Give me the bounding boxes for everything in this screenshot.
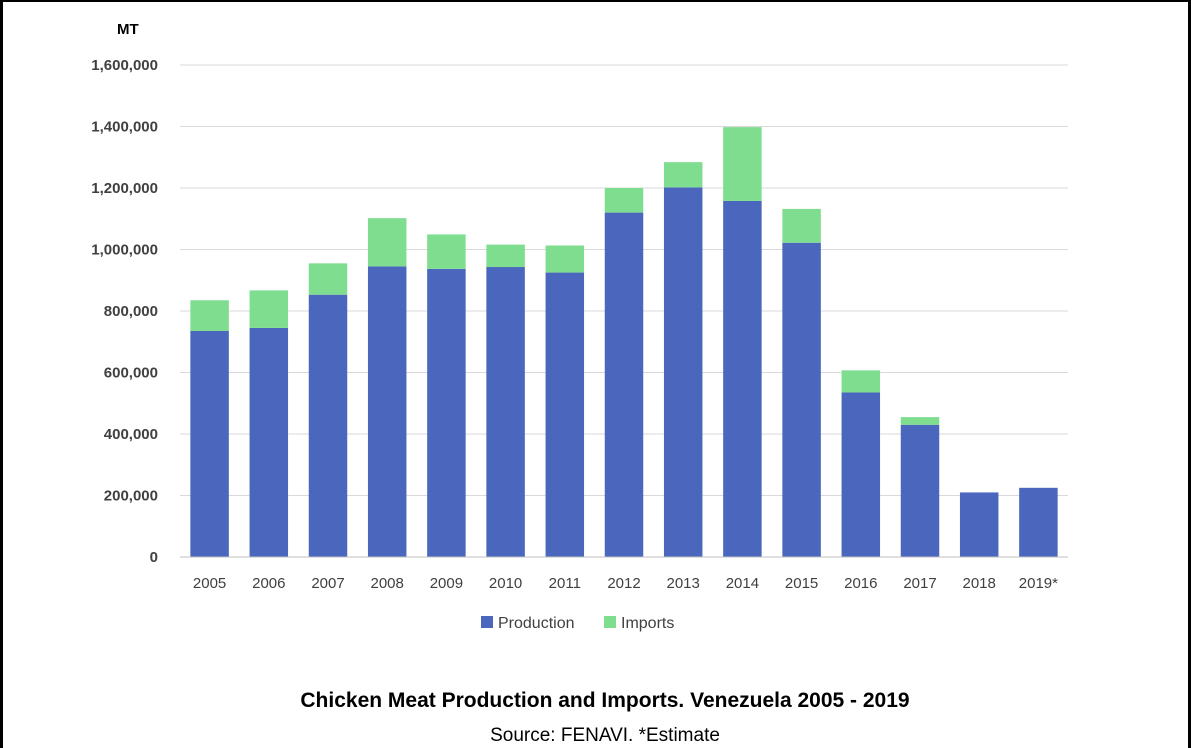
y-tick-label: 800,000 <box>104 303 158 320</box>
bars <box>190 127 1058 558</box>
x-tick-label: 2013 <box>667 575 700 592</box>
x-tick-label: 2008 <box>371 575 404 592</box>
legend-swatch-imports <box>604 616 616 628</box>
bar-imports-2009 <box>427 234 466 269</box>
bar-production-2009 <box>427 268 466 557</box>
bar-imports-2011 <box>545 245 585 273</box>
bar-production-2014 <box>723 200 762 558</box>
bar-production-2015 <box>782 242 821 558</box>
x-tick-label: 2017 <box>903 575 936 592</box>
y-tick-label: 1,400,000 <box>91 119 158 136</box>
y-axis-unit-label: MT <box>117 21 139 38</box>
x-tick-label: 2012 <box>607 575 640 592</box>
bar-production-2017 <box>900 424 940 557</box>
x-tick-label: 2014 <box>726 575 759 592</box>
x-tick-label: 2016 <box>844 575 877 592</box>
x-tick-label: 2011 <box>549 575 581 592</box>
y-tick-label: 400,000 <box>104 426 158 443</box>
x-tick-label: 2005 <box>193 575 226 592</box>
bar-imports-2006 <box>249 290 289 328</box>
bar-imports-2014 <box>723 127 762 201</box>
y-tick-label: 1,600,000 <box>91 57 158 74</box>
x-tick-label: 2009 <box>430 575 463 592</box>
legend-swatch-production <box>481 616 493 628</box>
y-tick-label: 200,000 <box>104 488 158 505</box>
bar-production-2018 <box>959 492 999 557</box>
chart-subtitle: Source: FENAVI. *Estimate <box>490 725 720 746</box>
legend: Production Imports <box>481 615 674 632</box>
bar-imports-2008 <box>367 218 407 267</box>
bar-production-2005 <box>190 330 229 557</box>
bar-production-2019 <box>1019 487 1058 557</box>
bar-imports-2005 <box>190 300 229 331</box>
x-tick-label: 2019* <box>1019 575 1058 592</box>
bar-imports-2012 <box>604 188 644 213</box>
x-tick-label: 2010 <box>489 575 522 592</box>
bar-production-2007 <box>308 294 348 557</box>
bar-imports-2013 <box>663 162 703 188</box>
x-tick-label: 2007 <box>311 575 344 592</box>
bar-production-2013 <box>663 187 703 557</box>
x-tick-label: 2018 <box>963 575 996 592</box>
y-tick-label: 600,000 <box>104 365 158 382</box>
bar-imports-2016 <box>841 370 881 393</box>
bar-imports-2015 <box>782 208 821 243</box>
axes: 0 200,000 400,000 600,000 800,000 1,000,000 1,… <box>91 57 1068 592</box>
bar-production-2006 <box>249 327 289 557</box>
chart-title: Chicken Meat Production and Imports. Ven… <box>300 689 909 712</box>
x-tick-label: 2006 <box>252 575 285 592</box>
bar-production-2016 <box>841 392 881 557</box>
bar-imports-2007 <box>308 263 348 295</box>
bar-production-2011 <box>545 272 585 557</box>
legend-label-imports: Imports <box>621 615 674 632</box>
bar-imports-2010 <box>486 244 525 268</box>
y-tick-label: 1,200,000 <box>91 180 158 197</box>
bar-production-2010 <box>486 267 525 557</box>
bar-production-2008 <box>367 266 407 557</box>
bar-production-2012 <box>604 212 644 557</box>
bar-imports-2017 <box>900 417 940 425</box>
y-tick-label: 0 <box>150 549 158 566</box>
legend-label-production: Production <box>498 615 575 632</box>
y-tick-label: 1,000,000 <box>91 242 158 259</box>
x-tick-label: 2015 <box>785 575 818 592</box>
